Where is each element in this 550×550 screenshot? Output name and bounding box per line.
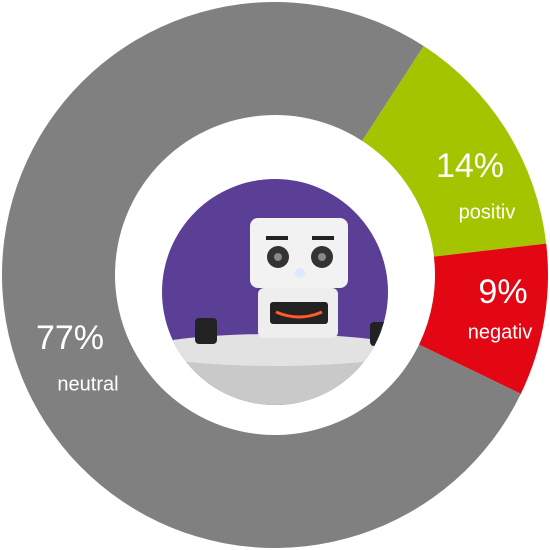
donut-segment — [2, 2, 521, 549]
value-label: 14% — [436, 147, 504, 185]
donut-segment — [362, 46, 547, 257]
value-label: 9% — [478, 273, 527, 311]
category-label: negativ — [468, 321, 533, 343]
value-label: 77% — [36, 319, 104, 357]
category-label: neutral — [57, 373, 118, 395]
category-label: positiv — [459, 201, 516, 223]
donut-segment — [419, 243, 548, 394]
